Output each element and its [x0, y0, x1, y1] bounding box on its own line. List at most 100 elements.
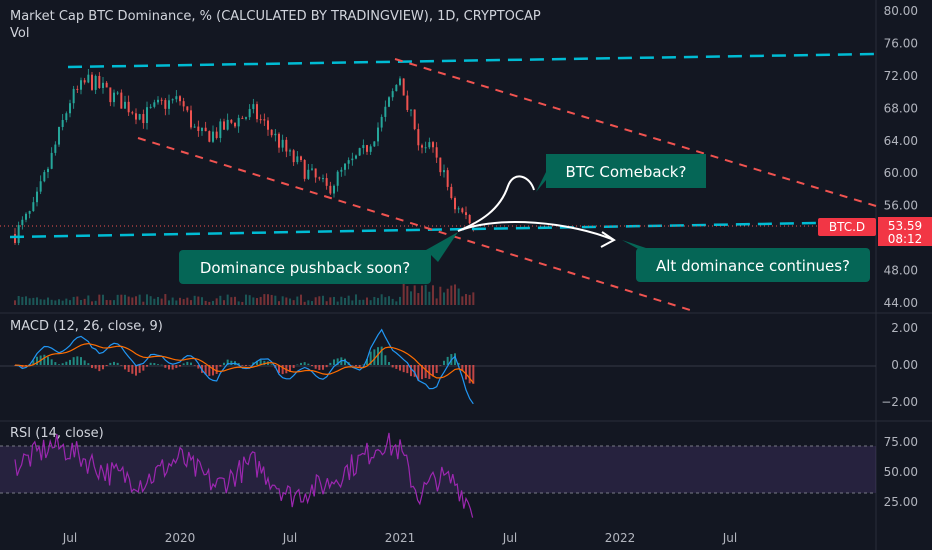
volume-bar: [127, 296, 130, 305]
macd-tick-label: −2.00: [881, 395, 918, 409]
candle-body: [413, 109, 416, 130]
candle-body: [17, 225, 20, 243]
macd-histogram-bar: [142, 365, 145, 371]
volume-bar: [179, 297, 181, 305]
volume-bar: [285, 297, 288, 305]
macd-histogram-bar: [54, 362, 57, 365]
volume-bar: [461, 296, 464, 305]
candle-body: [274, 133, 277, 136]
candle-body: [336, 171, 339, 186]
support-downtrend-line[interactable]: [137, 137, 691, 311]
macd-histogram-bar: [149, 362, 152, 365]
volume-bar: [413, 285, 416, 305]
volume-bar: [281, 296, 284, 305]
macd-histogram-bar: [76, 356, 79, 365]
macd-histogram-bar: [446, 356, 449, 365]
chart-title[interactable]: Market Cap BTC Dominance, % (CALCULATED …: [10, 9, 541, 24]
macd-histogram-bar: [135, 365, 137, 376]
candle-body: [212, 131, 214, 142]
candle-body: [127, 101, 130, 113]
candle-body: [402, 78, 405, 96]
volume-bar: [263, 294, 266, 305]
macd-histogram-bar: [237, 362, 240, 365]
volume-label[interactable]: Vol: [10, 26, 29, 41]
callout-btc-comeback[interactable]: BTC Comeback?: [536, 154, 706, 192]
candle-body: [215, 131, 218, 138]
volume-bar: [443, 292, 445, 305]
macd-histogram-bar: [362, 364, 365, 365]
volume-bar: [406, 286, 409, 305]
channel-top-line[interactable]: [67, 52, 877, 69]
candle-body: [36, 191, 38, 203]
volume-bar: [197, 296, 200, 305]
volume-bar: [399, 296, 401, 305]
volume-bar: [50, 299, 53, 305]
macd-tick-label: 0.00: [891, 358, 918, 372]
price-axis[interactable]: 80.0076.0072.0068.0064.0060.0056.0052.00…: [884, 4, 918, 310]
rsi-axis[interactable]: 75.00 50.00 25.00: [884, 435, 918, 509]
candle-body: [329, 185, 332, 194]
macd-histogram-bar: [410, 365, 412, 377]
volume-bar: [450, 285, 453, 305]
candle-body: [377, 127, 379, 142]
volume-bar: [432, 285, 434, 305]
volume-bar: [373, 296, 376, 305]
last-price-label[interactable]: 53.59 08:12: [878, 217, 932, 246]
time-axis[interactable]: Jul 2020 Jul 2021 Jul 2022 Jul: [62, 531, 737, 545]
btc-comeback-arrow[interactable]: [457, 175, 535, 232]
rsi-tick-label: 25.00: [884, 495, 918, 509]
callout-dominance-pushback[interactable]: Dominance pushback soon?: [179, 232, 458, 284]
candle-body: [153, 102, 156, 107]
volume-bar: [138, 294, 141, 305]
macd-histogram-bar: [146, 365, 148, 367]
channel-bottom-line[interactable]: [9, 220, 877, 239]
volume-bar: [223, 300, 225, 305]
macd-histogram-bar: [94, 365, 97, 369]
macd-histogram-bar: [164, 365, 167, 368]
volume-bar: [351, 300, 354, 305]
volume-bar: [230, 297, 233, 305]
volume-bar: [446, 288, 449, 305]
time-tick-label: Jul: [62, 531, 77, 545]
candle-body: [83, 80, 86, 83]
candle-body: [39, 181, 42, 192]
macd-histogram-bar: [171, 365, 174, 370]
candle-body: [50, 152, 53, 169]
volume-bar: [69, 300, 71, 305]
callout-alt-dominance[interactable]: Alt dominance continues?: [622, 240, 870, 282]
volume-bar: [190, 300, 192, 305]
macd-histogram-bar: [190, 362, 192, 365]
macd-histogram-bar: [417, 365, 420, 381]
candle-body: [182, 101, 185, 107]
volume-bar: [87, 295, 90, 305]
candle-body: [226, 119, 229, 130]
symbol-tag[interactable]: BTC.D: [818, 218, 876, 236]
volume-bar: [325, 301, 328, 305]
macd-histogram-bar: [281, 365, 284, 375]
candle-body: [21, 219, 24, 226]
candle-body: [87, 74, 90, 83]
volume-bar: [424, 284, 427, 305]
rsi-tick-label: 75.00: [884, 435, 918, 449]
rsi-label[interactable]: RSI (14, close): [10, 426, 104, 441]
price-tick-label: 80.00: [884, 4, 918, 18]
time-tick-label: Jul: [282, 531, 297, 545]
macd-histogram-bar: [296, 364, 299, 366]
volume-bar: [435, 298, 438, 305]
candle-body: [102, 82, 104, 89]
candle-body: [124, 101, 126, 109]
candle-body: [146, 107, 148, 124]
macd-axis[interactable]: 2.00 0.00 −2.00: [881, 321, 918, 409]
macd-histogram-bar: [153, 363, 156, 365]
macd-histogram-bar: [465, 365, 467, 380]
volume-bar: [168, 300, 170, 305]
candle-body: [344, 163, 346, 170]
volume-bar: [384, 297, 387, 305]
macd-histogram-bar: [263, 360, 266, 365]
volume-bar: [344, 297, 346, 305]
macd-label[interactable]: MACD (12, 26, close, 9): [10, 319, 163, 334]
candle-body: [248, 109, 251, 118]
macd-histogram-bar: [36, 356, 38, 365]
alt-dominance-arrow[interactable]: [457, 221, 615, 241]
volume-bar: [201, 297, 203, 305]
